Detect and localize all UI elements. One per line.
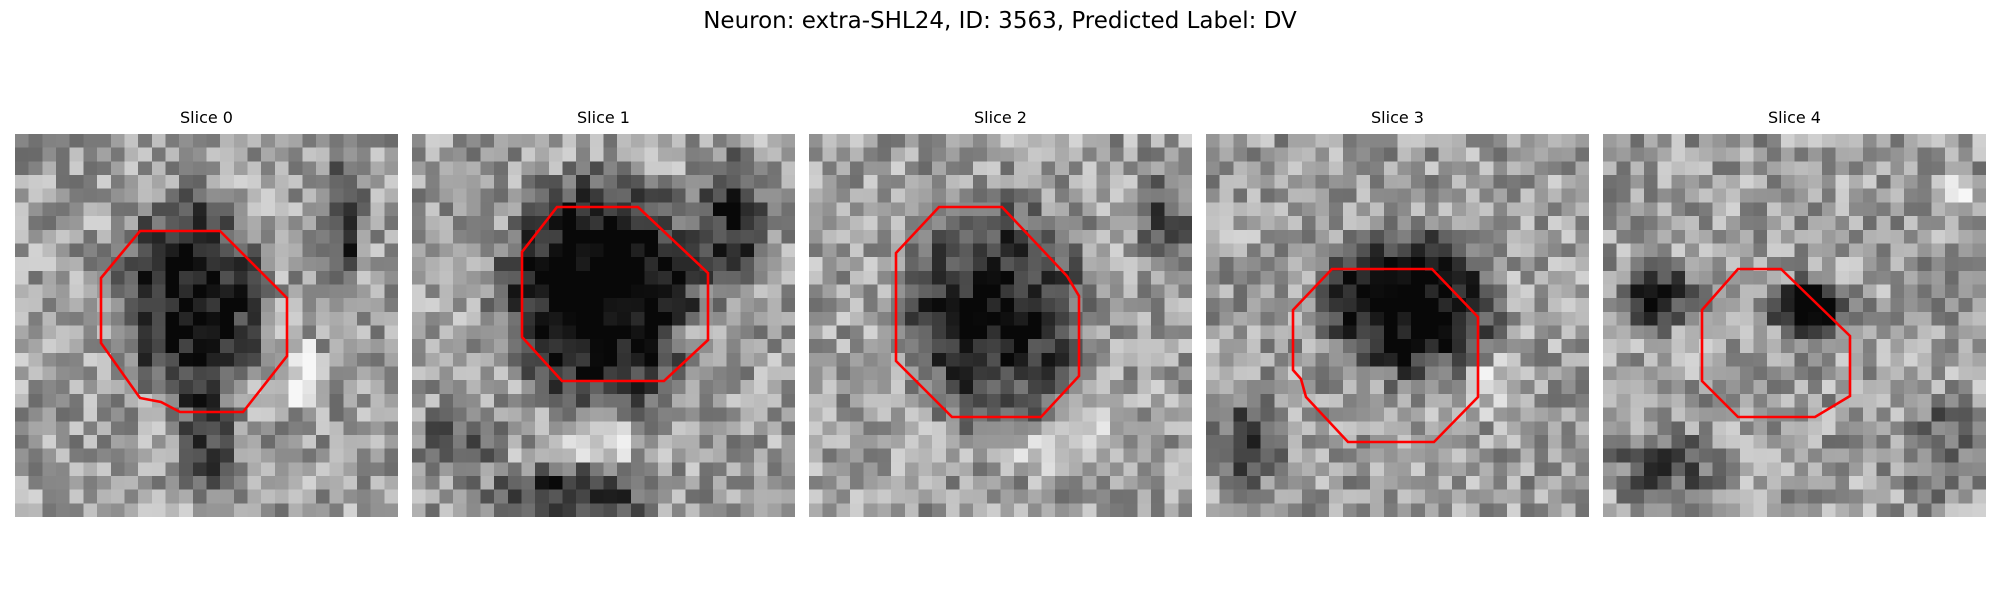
roi-contour xyxy=(894,205,1081,419)
roi-contour-overlay xyxy=(520,205,710,383)
slice-image xyxy=(1206,134,1589,517)
slice-title: Slice 3 xyxy=(1371,108,1424,127)
slice-title: Slice 1 xyxy=(577,108,630,127)
roi-contour-overlay xyxy=(894,205,1081,419)
grayscale-patch xyxy=(1206,134,1589,517)
roi-contour xyxy=(1291,267,1480,444)
roi-contour xyxy=(520,205,710,383)
slice-title: Slice 4 xyxy=(1768,108,1821,127)
slice-image xyxy=(412,134,795,517)
roi-contour-overlay xyxy=(1700,267,1852,419)
roi-contour-overlay xyxy=(1291,267,1480,444)
slice-title: Slice 0 xyxy=(180,108,233,127)
grayscale-patch xyxy=(412,134,795,517)
roi-contour-overlay xyxy=(99,229,289,414)
slice-image xyxy=(15,134,398,517)
grayscale-patch xyxy=(1603,134,1986,517)
grayscale-patch xyxy=(15,134,398,517)
slice-image xyxy=(809,134,1192,517)
slice-title: Slice 2 xyxy=(974,108,1027,127)
roi-contour xyxy=(1700,267,1852,419)
figure-title: Neuron: extra-SHL24, ID: 3563, Predicted… xyxy=(703,8,1297,34)
roi-contour xyxy=(99,229,289,414)
slice-image xyxy=(1603,134,1986,517)
grayscale-patch xyxy=(809,134,1192,517)
